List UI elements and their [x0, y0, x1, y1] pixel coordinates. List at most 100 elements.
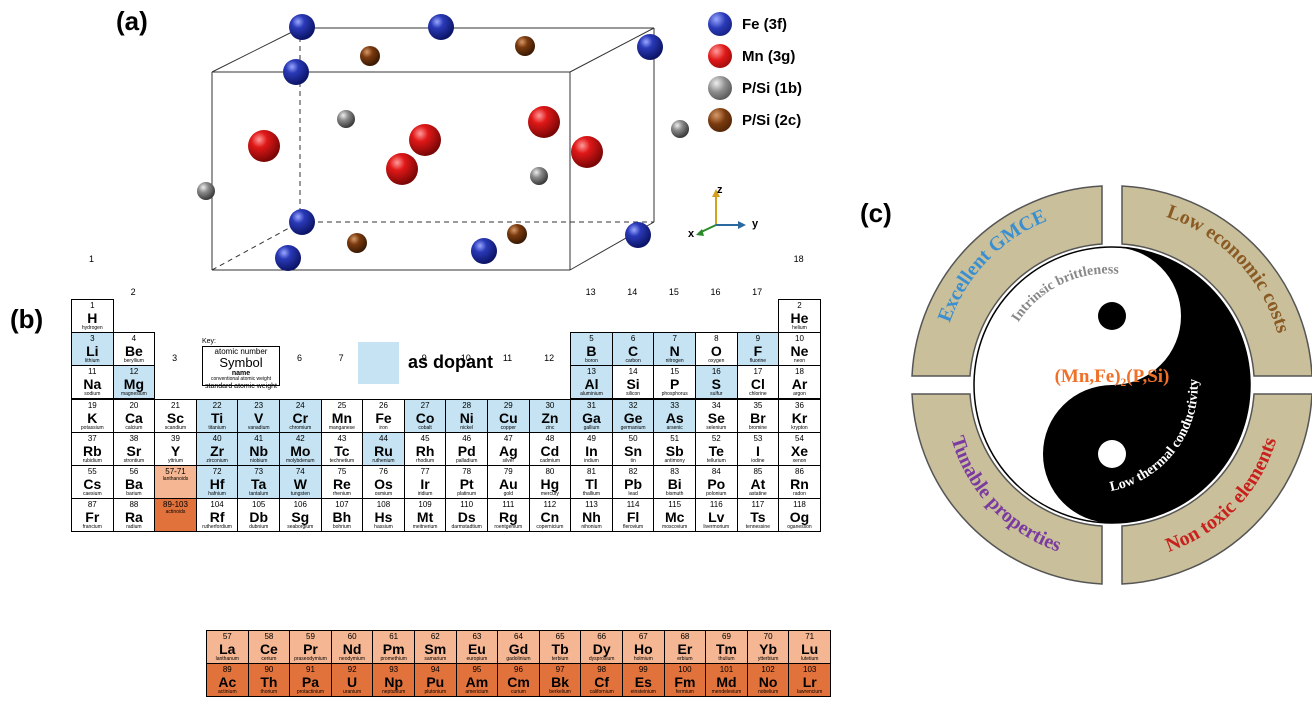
- element-number: 66: [597, 632, 607, 641]
- element-cell: 103 Lr lawrencium: [788, 663, 831, 697]
- element-cell: 94 Pu plutonium: [414, 663, 457, 697]
- element-number: 62: [430, 632, 440, 641]
- group-label: 13: [585, 287, 596, 297]
- element-name: mendelevium: [711, 689, 742, 695]
- element-name: zinc: [545, 424, 555, 431]
- element-symbol: Bk: [551, 674, 570, 690]
- element-cell: 69Tmthulium168.93: [705, 630, 748, 664]
- element-symbol: Mg: [123, 376, 144, 393]
- element-number: 12: [129, 367, 139, 377]
- element-name: gallium: [583, 424, 600, 431]
- group-label: 14: [627, 287, 638, 297]
- element-cell: 42Momolybdenum95.95: [279, 431, 322, 466]
- element-cell: 31Gagallium69.723: [570, 398, 613, 433]
- legend-swatch-mn: [708, 44, 732, 68]
- element-symbol: F: [753, 343, 763, 360]
- element-name: darmstadtium: [451, 524, 482, 531]
- element-symbol: Os: [374, 476, 393, 492]
- element-cell: 86 Rn radon: [778, 465, 821, 499]
- element-symbol: Cd: [540, 442, 560, 459]
- element-number: 99: [638, 665, 648, 674]
- element-name: oxygen: [708, 358, 725, 365]
- element-symbol: Li: [86, 343, 99, 360]
- element-symbol: Hg: [540, 476, 560, 492]
- element-symbol: Si: [626, 376, 640, 393]
- element-symbol: Rg: [498, 509, 518, 526]
- element-cell: 35Brbromine79.904 [79.901, 79.907]: [736, 398, 780, 433]
- element-name: praseodymium: [294, 656, 327, 662]
- element-number: 79: [503, 467, 513, 476]
- element-cell: 18Arargon39.948: [778, 365, 821, 400]
- element-name: uranium: [343, 689, 362, 695]
- element-cell: 56Babarium137.33: [112, 465, 156, 499]
- element-name: krypton: [791, 424, 808, 431]
- atom-p1: [671, 120, 689, 138]
- element-name: fermium: [675, 689, 694, 695]
- element-symbol: Nb: [249, 442, 269, 459]
- legend-label: Fe (3f): [742, 15, 787, 33]
- element-cell: 116 Lv livermorium: [695, 498, 738, 533]
- element-symbol: Cn: [540, 509, 560, 526]
- element-cell: 100 Fm fermium: [663, 663, 707, 697]
- element-symbol: Sg: [291, 509, 310, 526]
- atom-p1: [530, 167, 548, 185]
- element-name: hydrogen: [81, 325, 103, 331]
- element-name: einsteinium: [630, 689, 656, 695]
- element-symbol: Hf: [209, 476, 225, 492]
- element-name: thulium: [718, 656, 735, 662]
- element-symbol: Ar: [791, 376, 808, 393]
- element-number: 111: [502, 500, 515, 510]
- element-cell: 79Augold196.97: [487, 465, 530, 499]
- element-cell: 82Pblead207.2: [611, 465, 655, 499]
- legend-item-p1b: P/Si (1b): [708, 72, 802, 104]
- element-number: 22: [212, 400, 222, 410]
- atom-fe: [625, 222, 651, 248]
- element-symbol: Ac: [218, 674, 237, 690]
- element-symbol: Ge: [623, 409, 643, 426]
- element-number: 70: [763, 632, 773, 641]
- element-number: 60: [347, 632, 357, 641]
- atom-mn: [571, 136, 603, 168]
- element-number: 59: [306, 632, 315, 641]
- element-cell: 26Feiron55.845(2): [362, 398, 405, 433]
- element-number: 13: [587, 367, 596, 377]
- atom-p2: [515, 36, 535, 56]
- element-name: lawrencium: [797, 689, 823, 695]
- element-cell: 23Vvanadium50.942: [237, 398, 280, 433]
- element-number: 76: [379, 467, 388, 476]
- element-cell: 96 Cm curium: [497, 663, 540, 697]
- element-number: 102: [761, 665, 775, 674]
- element-symbol: Kr: [791, 409, 808, 426]
- element-name: yttrium: [167, 457, 183, 464]
- element-name: zirconium: [206, 457, 228, 464]
- element-symbol: Pu: [426, 674, 445, 690]
- yin-yang: [973, 246, 1251, 524]
- element-name: holmium: [633, 656, 653, 662]
- element-number: 98: [597, 665, 607, 674]
- element-number: 106: [293, 500, 307, 510]
- element-number: 1: [90, 301, 95, 310]
- element-number: 24: [295, 400, 305, 410]
- element-symbol: Te: [708, 442, 724, 459]
- element-number: 45: [420, 433, 430, 443]
- element-number: 55: [87, 467, 97, 476]
- element-symbol: Fe: [375, 409, 392, 426]
- yang-dot: [1098, 440, 1126, 468]
- element-symbol: Ds: [457, 509, 476, 526]
- element-symbol: K: [87, 409, 98, 426]
- element-number: 73: [254, 467, 264, 476]
- element-number: 57-71: [165, 467, 186, 476]
- element-number: 77: [420, 467, 430, 476]
- element-cell: 83Bibismuth208.98: [653, 465, 696, 499]
- element-symbol: Yb: [759, 641, 778, 657]
- atom-mn: [386, 153, 418, 185]
- element-name: phosphorus: [661, 391, 688, 398]
- element-name: nitrogen: [665, 358, 684, 365]
- element-number: 31: [587, 400, 596, 410]
- element-symbol: Ir: [420, 476, 430, 492]
- element-symbol: Co: [415, 409, 435, 426]
- element-cell: 76Ososmium190.23(3): [362, 465, 405, 499]
- key-atomic-number: atomic number: [214, 347, 268, 356]
- element-symbol: Po: [707, 476, 726, 492]
